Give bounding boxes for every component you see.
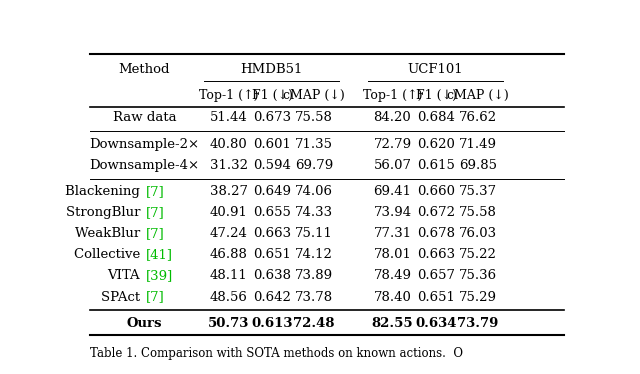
- Text: 75.58: 75.58: [295, 111, 333, 124]
- Text: 0.651: 0.651: [253, 248, 291, 261]
- Text: 73.94: 73.94: [373, 206, 412, 220]
- Text: 0.673: 0.673: [253, 111, 291, 124]
- Text: 75.11: 75.11: [295, 227, 333, 240]
- Text: 71.35: 71.35: [295, 138, 333, 151]
- Text: 48.11: 48.11: [210, 270, 248, 282]
- Text: 47.24: 47.24: [210, 227, 248, 240]
- Text: 0.613: 0.613: [252, 317, 293, 330]
- Text: [7]: [7]: [145, 227, 164, 240]
- Text: [39]: [39]: [145, 270, 173, 282]
- Text: 69.41: 69.41: [374, 186, 412, 198]
- Text: 0.634: 0.634: [415, 317, 457, 330]
- Text: 0.660: 0.660: [417, 186, 455, 198]
- Text: 75.37: 75.37: [459, 186, 497, 198]
- Text: 0.657: 0.657: [417, 270, 455, 282]
- Text: 82.55: 82.55: [372, 317, 413, 330]
- Text: 71.49: 71.49: [459, 138, 497, 151]
- Text: 77.31: 77.31: [373, 227, 412, 240]
- Text: 40.91: 40.91: [210, 206, 248, 220]
- Text: 78.49: 78.49: [374, 270, 412, 282]
- Text: F1 (↓): F1 (↓): [415, 89, 456, 102]
- Text: [7]: [7]: [145, 206, 164, 220]
- Text: [41]: [41]: [145, 248, 172, 261]
- Text: StrongBlur: StrongBlur: [66, 206, 145, 220]
- Text: cMAP (↓): cMAP (↓): [447, 89, 509, 102]
- Text: VITA: VITA: [108, 270, 145, 282]
- Text: 51.44: 51.44: [210, 111, 248, 124]
- Text: Top-1 (↑): Top-1 (↑): [363, 89, 422, 102]
- Text: Method: Method: [119, 63, 170, 76]
- Text: UCF101: UCF101: [407, 63, 463, 76]
- Text: 74.12: 74.12: [295, 248, 333, 261]
- Text: SPAct: SPAct: [101, 291, 145, 304]
- Text: 0.684: 0.684: [417, 111, 455, 124]
- Text: 0.615: 0.615: [417, 159, 455, 172]
- Text: 38.27: 38.27: [210, 186, 248, 198]
- Text: 0.620: 0.620: [417, 138, 455, 151]
- Text: 84.20: 84.20: [374, 111, 412, 124]
- Text: 69.85: 69.85: [459, 159, 497, 172]
- Text: Blackening: Blackening: [65, 186, 145, 198]
- Text: Table 1. Comparison with SOTA methods on known actions.  O: Table 1. Comparison with SOTA methods on…: [90, 347, 463, 360]
- Text: 0.663: 0.663: [417, 248, 455, 261]
- Text: [7]: [7]: [145, 291, 164, 304]
- Text: Collective: Collective: [74, 248, 145, 261]
- Text: 0.672: 0.672: [417, 206, 455, 220]
- Text: 76.03: 76.03: [459, 227, 497, 240]
- Text: 40.80: 40.80: [210, 138, 248, 151]
- Text: 0.638: 0.638: [253, 270, 291, 282]
- Text: 50.73: 50.73: [208, 317, 250, 330]
- Text: [7]: [7]: [145, 186, 164, 198]
- Text: 0.651: 0.651: [417, 291, 455, 304]
- Text: 0.655: 0.655: [253, 206, 291, 220]
- Text: 75.29: 75.29: [459, 291, 497, 304]
- Text: 0.663: 0.663: [253, 227, 291, 240]
- Text: 0.649: 0.649: [253, 186, 291, 198]
- Text: 73.89: 73.89: [295, 270, 333, 282]
- Text: WeakBlur: WeakBlur: [75, 227, 145, 240]
- Text: Downsample-4×: Downsample-4×: [90, 159, 200, 172]
- Text: 0.642: 0.642: [253, 291, 291, 304]
- Text: 31.32: 31.32: [210, 159, 248, 172]
- Text: 0.594: 0.594: [253, 159, 291, 172]
- Text: 56.07: 56.07: [374, 159, 412, 172]
- Text: cMAP (↓): cMAP (↓): [284, 89, 345, 102]
- Text: 74.33: 74.33: [295, 206, 333, 220]
- Text: 76.62: 76.62: [459, 111, 497, 124]
- Text: 69.79: 69.79: [295, 159, 333, 172]
- Text: 75.22: 75.22: [459, 248, 497, 261]
- Text: 75.36: 75.36: [459, 270, 497, 282]
- Text: Ours: Ours: [127, 317, 162, 330]
- Text: 78.40: 78.40: [374, 291, 412, 304]
- Text: 46.88: 46.88: [210, 248, 248, 261]
- Text: Downsample-2×: Downsample-2×: [90, 138, 200, 151]
- Text: 75.58: 75.58: [459, 206, 497, 220]
- Text: Top-1 (↑): Top-1 (↑): [199, 89, 259, 102]
- Text: 73.79: 73.79: [457, 317, 499, 330]
- Text: 74.06: 74.06: [295, 186, 333, 198]
- Text: Raw data: Raw data: [113, 111, 176, 124]
- Text: 0.601: 0.601: [253, 138, 291, 151]
- Text: 48.56: 48.56: [210, 291, 248, 304]
- Text: 78.01: 78.01: [374, 248, 412, 261]
- Text: 73.78: 73.78: [295, 291, 333, 304]
- Text: 72.48: 72.48: [293, 317, 335, 330]
- Text: F1 (↓): F1 (↓): [252, 89, 293, 102]
- Text: 0.678: 0.678: [417, 227, 455, 240]
- Text: 72.79: 72.79: [373, 138, 412, 151]
- Text: HMDB51: HMDB51: [240, 63, 303, 76]
